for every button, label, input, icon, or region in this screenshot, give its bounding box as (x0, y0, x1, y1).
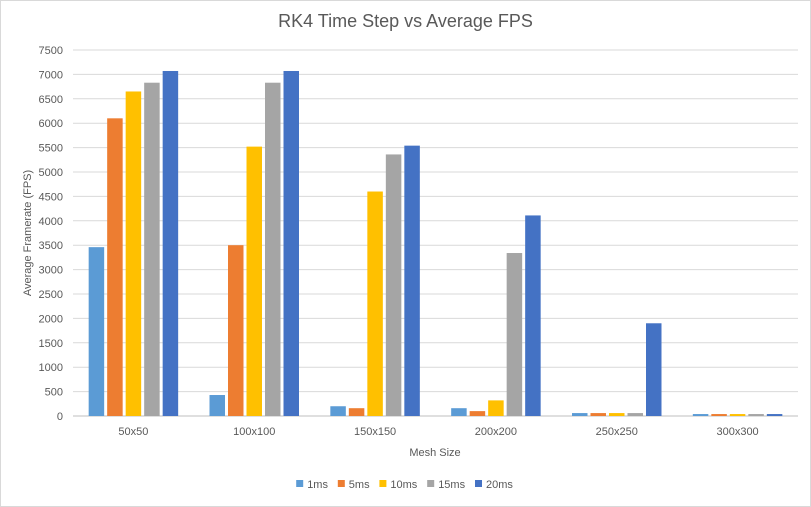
bar-20ms-300x300 (766, 414, 783, 416)
bar-10ms-100x100 (246, 146, 262, 416)
bar-15ms-300x300 (748, 414, 764, 416)
bar-20ms-100x100 (283, 70, 299, 416)
legend-swatch-10ms (379, 480, 387, 487)
legend-label-15ms: 15ms (438, 479, 465, 491)
bar-20ms-200x200 (525, 215, 541, 416)
bar-20ms-250x250 (646, 323, 662, 416)
bar-10ms-50x50 (125, 91, 142, 416)
legend: 1ms 5ms 10ms 15ms 20ms (296, 479, 513, 491)
y-tick-label: 1500 (39, 338, 63, 350)
bar-15ms-150x150 (385, 154, 402, 416)
chart-title: RK4 Time Step vs Average FPS (278, 11, 533, 31)
bar-10ms-200x200 (488, 400, 504, 416)
legend-swatch-20ms (475, 480, 482, 487)
x-tick-label: 300x300 (716, 426, 758, 438)
x-tick-label: 250x250 (596, 426, 638, 438)
bar-10ms-300x300 (729, 414, 746, 416)
y-tick-label: 6500 (39, 94, 63, 106)
legend-label-5ms: 5ms (349, 479, 370, 491)
grid-layer (73, 49, 798, 417)
legend-label-1ms: 1ms (307, 479, 328, 491)
y-tick-label: 0 (57, 411, 63, 423)
bar-5ms-300x300 (711, 414, 727, 416)
bars-layer (88, 70, 783, 417)
y-tick-label: 5500 (39, 143, 63, 155)
legend-label-20ms: 20ms (486, 479, 513, 491)
legend-label-10ms: 10ms (390, 479, 417, 491)
y-tick-label: 4500 (39, 191, 63, 203)
bar-5ms-100x100 (228, 245, 244, 416)
bar-5ms-50x50 (107, 118, 123, 416)
bar-10ms-250x250 (609, 413, 625, 416)
y-tick-label: 6000 (39, 118, 63, 130)
bar-1ms-100x100 (209, 395, 225, 416)
y-tick-label: 3500 (39, 240, 63, 252)
y-tick-label: 7500 (39, 45, 63, 57)
y-tick-label: 2500 (39, 289, 63, 301)
x-tick-label: 200x200 (475, 426, 517, 438)
bar-15ms-100x100 (265, 82, 281, 417)
y-axis-title: Average Framerate (FPS) (22, 170, 34, 296)
bar-15ms-250x250 (627, 413, 643, 416)
bar-5ms-200x200 (469, 411, 486, 416)
y-tick-label: 2000 (39, 313, 63, 325)
bar-1ms-150x150 (330, 406, 346, 416)
legend-swatch-1ms (296, 480, 304, 487)
y-tick-label: 4000 (39, 216, 63, 228)
bar-5ms-150x150 (348, 408, 365, 416)
y-tick-label: 5000 (39, 167, 63, 179)
bar-1ms-50x50 (88, 247, 105, 416)
x-tick-label: 150x150 (354, 426, 396, 438)
x-tick-label: 50x50 (118, 426, 148, 438)
bar-1ms-200x200 (451, 408, 467, 416)
y-tick-label: 3000 (39, 265, 63, 277)
bar-1ms-250x250 (572, 413, 588, 416)
x-axis-title: Mesh Size (409, 447, 460, 459)
bar-15ms-50x50 (144, 82, 160, 417)
x-tick-label: 100x100 (233, 426, 275, 438)
bar-5ms-250x250 (590, 413, 606, 416)
legend-swatch-5ms (337, 480, 345, 487)
axis-layer: 0 500 1000 1500 2000 2500 3000 3500 4000 4500 5000… (39, 45, 759, 438)
bar-15ms-200x200 (506, 253, 523, 416)
y-tick-label: 500 (45, 387, 63, 399)
bar-20ms-150x150 (404, 145, 420, 416)
legend-swatch-15ms (427, 480, 435, 487)
bar-20ms-50x50 (162, 70, 179, 416)
y-tick-label: 7000 (39, 69, 63, 81)
bar-1ms-300x300 (692, 414, 709, 416)
bar-10ms-150x150 (367, 191, 383, 416)
y-tick-label: 1000 (39, 362, 63, 374)
